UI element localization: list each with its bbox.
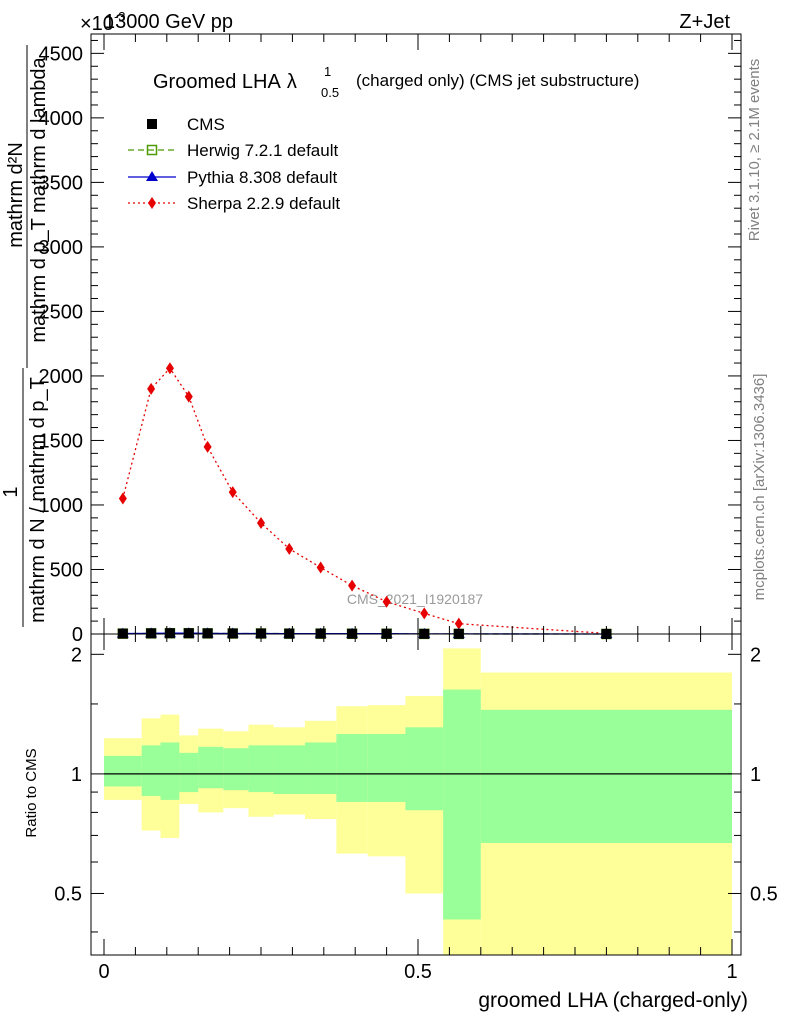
cms-data-point	[202, 628, 213, 639]
main-y-tick-label: 3000	[39, 237, 84, 259]
ratio-inner-band	[160, 742, 180, 800]
chart-title: Groomed LHA λ	[153, 71, 297, 93]
main-y-tick-label: 500	[50, 559, 83, 581]
cms-data-point	[164, 628, 175, 639]
legend-entry: Pythia 8.308 default	[128, 168, 338, 187]
chart-title-sup: 1	[324, 64, 331, 79]
cms-data-point	[146, 628, 157, 639]
ylabel-numerator: mathrm d²N	[5, 142, 27, 248]
legend-entry: CMS	[147, 115, 225, 134]
main-y-axis-label: mathrm d²N mathrm d p_T mathrm d lambda …	[0, 45, 50, 627]
x-tick-label: 1	[726, 961, 737, 983]
legend-label: Sherpa 2.2.9 default	[187, 194, 340, 213]
main-y-tick-label: 3500	[39, 172, 84, 194]
sherpa-point	[285, 542, 294, 555]
mcplots-label: mcplots.cern.ch [arXiv:1306.3436]	[751, 374, 768, 601]
ratio-y-tick-label: 2	[71, 644, 82, 666]
exponent-label: ×10-3	[80, 9, 126, 35]
ratio-inner-band	[248, 745, 274, 793]
ratio-inner-band	[179, 752, 199, 793]
main-y-tick-label: 1000	[39, 495, 84, 517]
exponent-power: -3	[114, 9, 126, 24]
cms-data-point	[227, 628, 238, 639]
ratio-inner-band	[405, 727, 444, 811]
legend-label: Herwig 7.2.1 default	[187, 141, 338, 160]
ylabel-denominator: mathrm d p_T mathrm d lambda	[28, 56, 50, 342]
main-y-tick-label: 2500	[39, 301, 84, 323]
herwig-point	[146, 144, 158, 156]
pythia-point	[146, 171, 158, 181]
ratio-inner-band	[223, 748, 249, 791]
ratio-axes: 0.5 0.5 1 1 2 2 0 0.5 1	[54, 634, 778, 983]
ratio-inner-band	[198, 746, 224, 789]
chart-title-main: Groomed LHA	[153, 71, 281, 93]
sherpa-point	[382, 595, 391, 608]
sherpa-point	[228, 486, 237, 499]
ratio-y-tick-label: 1	[71, 764, 82, 786]
ratio-inner-band	[480, 709, 732, 843]
watermark: CMS_2021_I1920187	[347, 591, 483, 607]
exponent-base: ×10	[80, 13, 114, 35]
ratio-y-label: Ratio to CMS	[23, 748, 40, 837]
ratio-plot-area	[104, 648, 732, 955]
ylabel-bottom: mathrm d N / mathrm d p_T	[27, 377, 49, 623]
ratio-inner-band	[141, 745, 161, 796]
sherpa-point	[203, 440, 212, 453]
ratio-inner-band	[304, 742, 337, 794]
x-axis-label: groomed LHA (charged-only)	[478, 989, 748, 1012]
ratio-y-tick-label-right: 1	[750, 764, 761, 786]
sherpa-point	[257, 517, 265, 530]
main-y-tick-label: 4000	[39, 108, 84, 130]
main-y-axis: 0 500 1000 1500 2000 2500 3000 3500 4000 4500	[39, 34, 741, 646]
sherpa-point	[118, 492, 127, 505]
ratio-inner-band	[104, 755, 142, 787]
main-y-tick-label: 2000	[39, 366, 84, 388]
main-y-tick-label: 0	[72, 624, 83, 646]
x-tick-label: 0.5	[404, 961, 432, 983]
legend-entry: Sherpa 2.2.9 default	[128, 194, 340, 213]
sherpa-point	[420, 607, 429, 620]
main-y-tick-label: 1500	[39, 430, 84, 452]
sherpa-point	[148, 197, 156, 209]
legend-label: CMS	[187, 115, 225, 134]
cms-data-point	[147, 119, 157, 129]
x-tick-label: 0	[98, 961, 109, 983]
ratio-inner-band	[443, 689, 481, 920]
ratio-plot-frame	[90, 633, 742, 956]
sherpa-point	[184, 390, 193, 403]
process-label: Z+Jet	[679, 11, 730, 33]
sherpa-point	[348, 579, 357, 592]
legend-label: Pythia 8.308 default	[187, 168, 338, 187]
energy-label: 13000 GeV pp	[104, 11, 233, 33]
ratio-inner-band	[367, 734, 406, 802]
sherpa-point	[147, 382, 156, 395]
legend: CMS Herwig 7.2.1 default Pythia 8.308 defa…	[128, 115, 340, 213]
sherpa-point	[454, 617, 463, 630]
sherpa-point	[165, 362, 174, 375]
cms-data-point	[183, 628, 194, 639]
ratio-y-tick-label-right: 2	[750, 644, 761, 666]
ratio-inner-band	[273, 745, 305, 794]
series-line-diamond	[122, 367, 607, 635]
ratio-inner-band	[336, 734, 368, 802]
ratio-y-tick-label-right: 0.5	[750, 883, 778, 905]
sherpa-point	[316, 561, 325, 574]
main-y-tick-label: 4500	[39, 43, 84, 65]
chart-title-suffix: (charged only) (CMS jet substructure)	[356, 71, 639, 90]
chart-title-symbol: λ	[287, 71, 297, 93]
ylabel-one: 1	[0, 486, 22, 497]
rivet-label: Rivet 3.1.10, ≥ 2.1M events	[746, 59, 763, 242]
chart-title-sub: 0.5	[321, 85, 339, 100]
ratio-y-tick-label: 0.5	[54, 883, 82, 905]
legend-entry: Herwig 7.2.1 default	[128, 141, 338, 160]
